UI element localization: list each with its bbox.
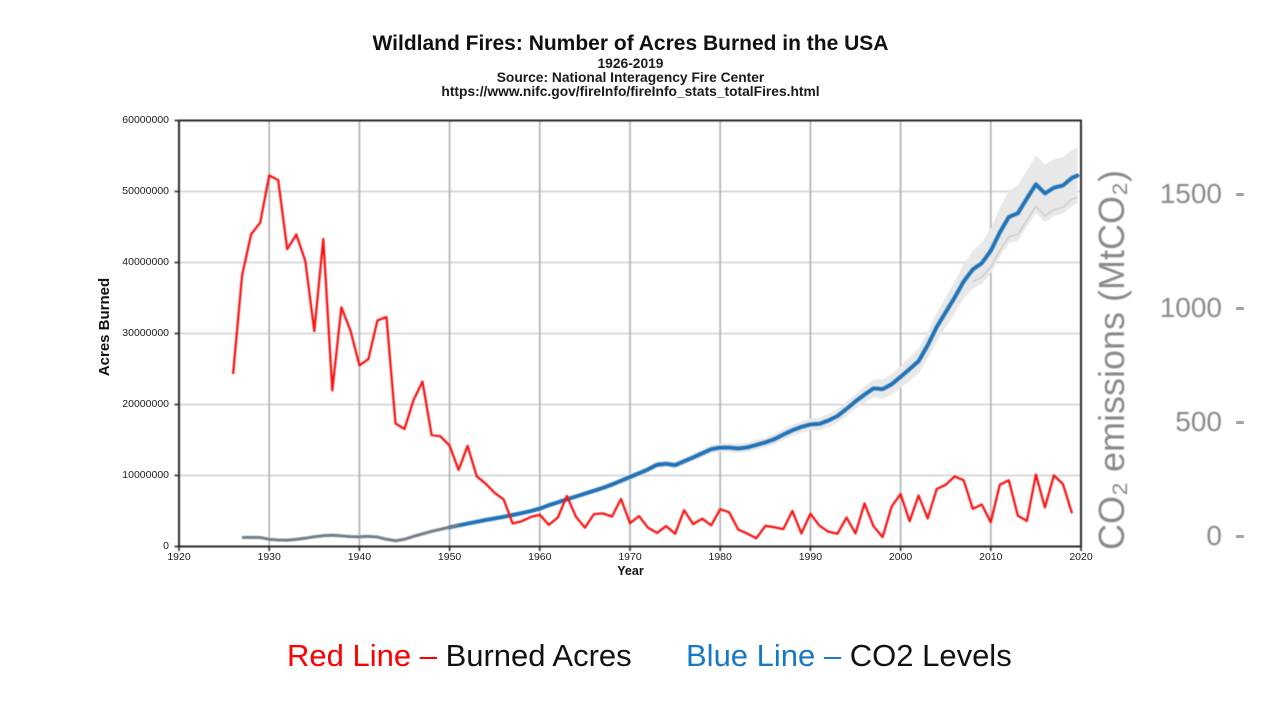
chart-source-url: https://www.nifc.gov/fireInfo/fireInfo_s… bbox=[441, 84, 820, 99]
right-axis-tick-label-500: 500 bbox=[1175, 405, 1222, 437]
legend-entry-blue: Blue Line – CO2 Levels bbox=[686, 638, 1012, 674]
legend-red-line-desc: Burned Acres bbox=[445, 638, 632, 673]
chart-source-line: Source: National Interagency Fire Center bbox=[496, 69, 765, 85]
chart-subtitle-years: 1926-2019 bbox=[597, 55, 664, 71]
right-axis-tick-label-1000: 1000 bbox=[1159, 291, 1222, 323]
left-axis-tick-label-0: 0 bbox=[163, 540, 169, 552]
x-axis-tick-label-1930: 1930 bbox=[257, 550, 281, 563]
right-axis-tick-dash-500 bbox=[1236, 420, 1244, 424]
x-axis-title: Year bbox=[617, 564, 644, 578]
right-axis-tick-label-1500: 1500 bbox=[1159, 178, 1222, 210]
x-axis-tick-label-2010: 2010 bbox=[979, 550, 1003, 563]
left-axis-tick-label-10000000: 10000000 bbox=[122, 469, 169, 481]
x-axis-tick-label-1950: 1950 bbox=[437, 550, 462, 563]
x-axis-tick-label-1990: 1990 bbox=[798, 550, 823, 563]
x-axis-tick-label-1970: 1970 bbox=[618, 550, 642, 563]
right-axis-title: CO₂ emissions (MtCO₂) bbox=[1091, 170, 1132, 550]
legend-blue-line-desc: CO2 Levels bbox=[849, 638, 1012, 673]
x-axis-tick-label-2020: 2020 bbox=[1069, 550, 1093, 563]
left-axis-tick-label-50000000: 50000000 bbox=[122, 185, 169, 197]
right-axis-tick-dash-0 bbox=[1236, 534, 1244, 538]
x-axis-tick-label-1960: 1960 bbox=[528, 550, 552, 563]
left-axis-tick-label-20000000: 20000000 bbox=[122, 398, 169, 410]
x-axis-tick-label-2000: 2000 bbox=[888, 550, 913, 563]
right-axis-tick-dash-1000 bbox=[1236, 306, 1244, 310]
legend-entry-red: Red Line – Burned Acres bbox=[287, 638, 632, 674]
chart-legend: Red Line – Burned Acres Blue Line – CO2 … bbox=[0, 638, 1261, 682]
legend-blue-line-label: Blue Line – bbox=[686, 638, 850, 673]
legend-red-line-label: Red Line – bbox=[287, 638, 446, 673]
chart-title: Wildland Fires: Number of Acres Burned i… bbox=[372, 32, 889, 55]
left-axis-tick-label-60000000: 60000000 bbox=[122, 114, 169, 126]
x-axis-tick-label-1920: 1920 bbox=[167, 550, 191, 563]
left-axis-tick-label-40000000: 40000000 bbox=[122, 256, 169, 268]
x-axis-tick-label-1940: 1940 bbox=[347, 550, 372, 563]
right-axis-tick-label-0: 0 bbox=[1206, 519, 1222, 551]
right-axis-tick-dash-1500 bbox=[1236, 193, 1244, 197]
x-axis-tick-label-1980: 1980 bbox=[708, 550, 732, 563]
left-axis-tick-label-30000000: 30000000 bbox=[122, 327, 169, 339]
